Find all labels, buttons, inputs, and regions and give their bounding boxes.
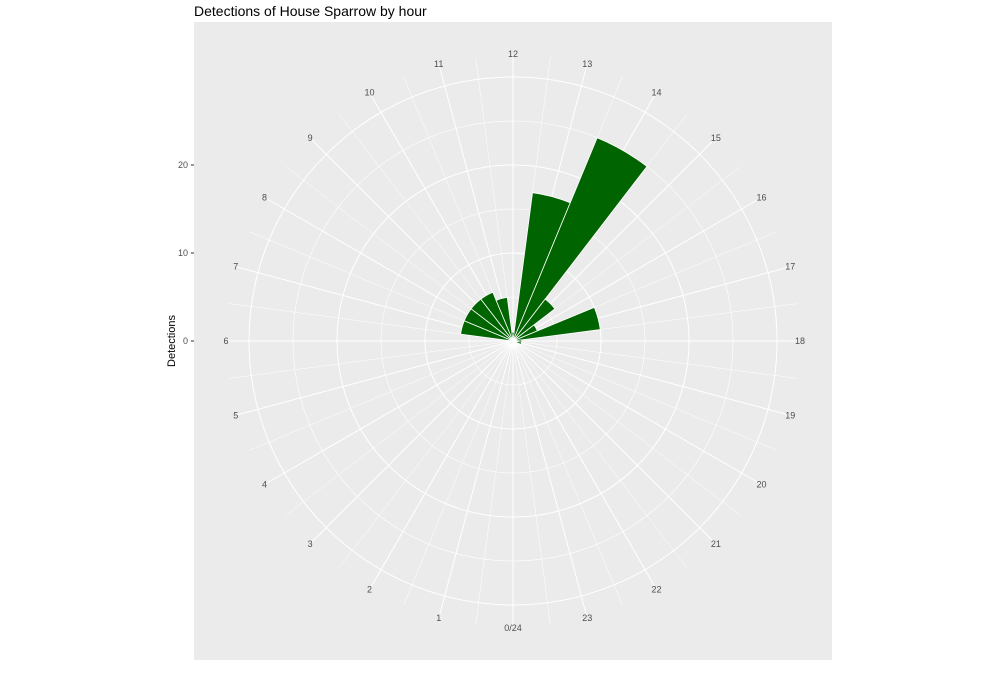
grid-minor-line [512,340,741,516]
grid-hour-line [438,340,514,618]
grid-minor-line [512,340,778,451]
hour-label: 10 [364,88,374,98]
bar-hour-17 [512,306,601,342]
hour-label: 21 [711,539,721,549]
hour-label: 15 [711,133,721,143]
hour-label: 22 [651,585,661,595]
hour-label: 11 [434,59,443,69]
hour-label: 7 [233,262,238,272]
hour-label: 1 [436,613,441,623]
grid-hour-line [512,340,588,618]
hour-label: 19 [785,410,795,420]
hour-label: 16 [756,193,766,203]
hour-label: 0/24 [504,623,522,633]
labels-layer: 0/24123456789101112131415161718192021222… [223,49,805,633]
hour-label: 4 [262,480,267,490]
grid-hour-line [310,340,514,544]
grid-minor-line [512,340,797,379]
hour-label: 12 [508,49,518,59]
grid-minor-line [512,340,551,625]
bar-hour-11 [495,296,514,342]
hour-label: 5 [233,410,238,420]
grid-minor-line [475,57,514,342]
hour-label: 9 [308,133,313,143]
grid-minor-line [248,340,514,451]
hour-label: 8 [262,193,267,203]
y-axis-title: Detections [166,315,178,367]
grid-hour-line [512,340,657,589]
grid-hour-line [438,64,514,342]
bar-hour-14 [512,137,648,342]
grid-minor-line [475,340,514,625]
hour-label: 14 [651,88,661,98]
grid-hour-line [512,340,761,485]
y-tick-label: 10 [178,248,188,258]
grid-hour-line [512,340,790,416]
grid-hour-line [512,197,761,342]
y-tick-label: 0 [183,336,188,346]
y-tick-label: 20 [178,160,188,170]
hour-label: 17 [785,262,795,272]
hour-label: 2 [367,585,372,595]
hour-label: 3 [308,539,313,549]
hour-label: 6 [223,336,228,346]
grid-minor-line [512,340,688,569]
grid-minor-line [229,340,514,379]
grid-minor-line [403,340,514,606]
y-axis: 0 10 20 Detections [166,160,194,367]
grid-minor-line [338,340,514,569]
grid-minor-line [512,340,623,606]
hour-label: 23 [582,613,592,623]
grid-hour-line [236,340,514,416]
bar-hour-10 [480,291,514,342]
grid-hour-line [369,340,514,589]
bar-hour-19 [512,340,523,345]
chart-title: Detections of House Sparrow by hour [194,3,427,19]
grid-minor-line [285,340,514,516]
bars-layer [460,137,648,345]
hour-label: 13 [582,59,592,69]
grid-hour-line [512,340,716,544]
bar-hour-15 [512,298,556,342]
grid-hour-line [265,340,514,485]
hour-label: 20 [756,480,766,490]
hour-label: 18 [795,336,805,346]
